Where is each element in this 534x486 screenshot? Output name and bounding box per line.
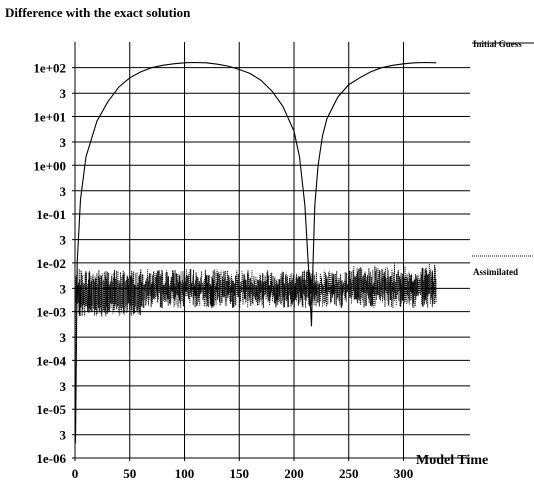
series-initial-guess-line xyxy=(74,61,437,444)
y-tick-label: 3 xyxy=(60,233,67,248)
y-tick-label: 1e-05 xyxy=(36,402,66,417)
x-tick-label: 300 xyxy=(394,466,414,481)
y-tick-label: 1e+00 xyxy=(33,158,66,173)
y-tick-label: 1e-01 xyxy=(36,207,66,222)
legend: Initial Guess Assimilated xyxy=(472,39,534,277)
x-tick-label: 150 xyxy=(230,466,250,481)
y-tick-label: 1e+02 xyxy=(33,61,66,76)
y-tick-labels: 1e-06 3 1e-05 3 1e-04 3 1e-03 3 1e-02 3 1e-01 3 1e+0… xyxy=(33,61,66,466)
y-tick-label: 1e+01 xyxy=(33,109,66,124)
y-tick-label: 3 xyxy=(60,135,67,150)
x-tick-labels: 0 50 100 150 200 250 300 xyxy=(72,466,414,481)
y-tick-label: 3 xyxy=(60,330,67,345)
series-assimilated-line xyxy=(74,263,437,317)
legend-label-initial-guess: Initial Guess xyxy=(473,39,522,49)
legend-label-assimilated: Assimilated xyxy=(473,267,518,277)
y-tick-label: 3 xyxy=(60,86,67,101)
x-tick-label: 250 xyxy=(339,466,359,481)
x-tick-label: 100 xyxy=(175,466,195,481)
y-tick-label: 1e-02 xyxy=(36,256,66,271)
x-tick-label: 0 xyxy=(72,466,79,481)
y-tick-label: 3 xyxy=(60,281,67,296)
y-tick-label: 1e-03 xyxy=(36,305,66,320)
y-tick-label: 1e-04 xyxy=(36,353,66,368)
y-tick-label: 1e-06 xyxy=(36,451,66,466)
grid xyxy=(72,42,470,461)
x-tick-label: 200 xyxy=(284,466,304,481)
series-layer xyxy=(74,61,437,444)
y-tick-label: 3 xyxy=(60,184,67,199)
x-axis-label: Model Time xyxy=(416,453,488,468)
y-tick-label: 3 xyxy=(60,428,67,443)
x-tick-label: 50 xyxy=(123,466,136,481)
chart-title: Difference with the exact solution xyxy=(5,5,191,20)
y-tick-label: 3 xyxy=(60,379,67,394)
